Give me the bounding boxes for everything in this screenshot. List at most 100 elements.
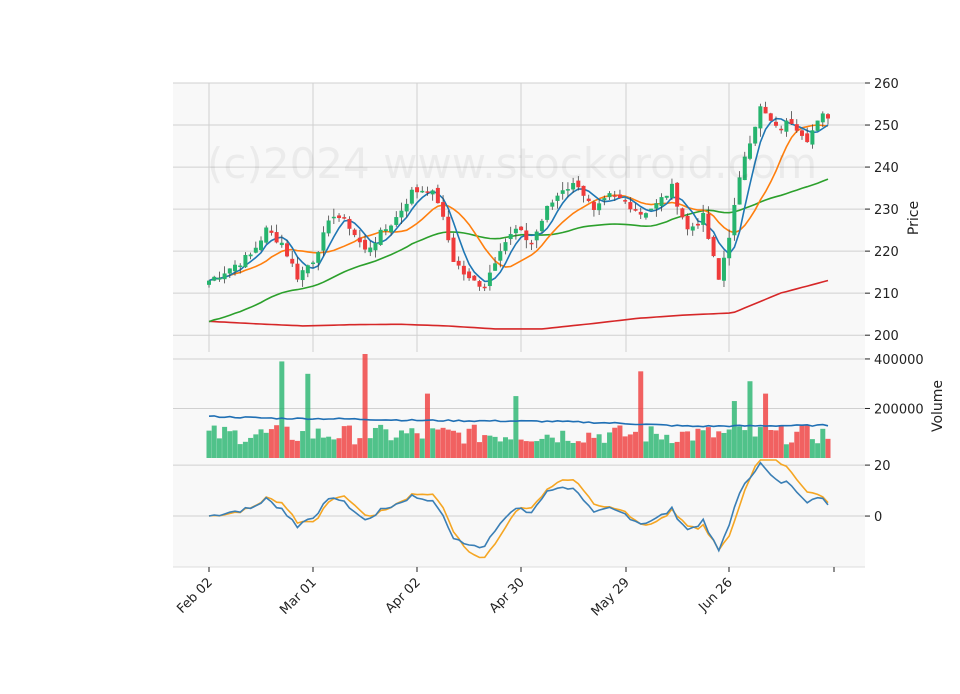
candle-body (638, 211, 643, 215)
candle-body (659, 197, 664, 207)
volume-bar (643, 441, 649, 458)
oscillator-line-b (208, 459, 829, 559)
volume-bar (263, 432, 269, 458)
candle-body (773, 121, 778, 126)
price-tick-label: 200 (874, 329, 899, 344)
volume-bar (466, 428, 472, 458)
volume-bar (476, 442, 482, 458)
volume-bar (482, 435, 488, 458)
candle-body (316, 252, 321, 263)
candle-body (519, 226, 524, 231)
volume-bar (248, 437, 254, 458)
candle-body (784, 120, 789, 132)
oscillator-panel: 0 20 (173, 459, 891, 567)
candle-body (534, 231, 539, 241)
candle-body (420, 190, 425, 193)
volume-bar (586, 432, 592, 458)
candle-body (721, 257, 726, 281)
candle-body (571, 183, 576, 190)
volume-bar (372, 427, 378, 458)
candle-body (794, 124, 799, 131)
candle-body (779, 128, 784, 131)
volume-bar (669, 443, 675, 458)
candle-body (737, 177, 742, 205)
candle-body (253, 247, 258, 253)
volume-bar (581, 442, 587, 458)
candle-body (274, 232, 279, 243)
price-tick-label: 260 (874, 77, 899, 92)
price-tick-label: 230 (874, 203, 899, 218)
volume-bar (773, 430, 779, 458)
candle-body (399, 210, 404, 218)
candle-body (321, 232, 326, 251)
candle-body (628, 202, 633, 210)
candle-body (675, 182, 680, 207)
volume-bar (570, 442, 576, 458)
candle-body (711, 236, 716, 257)
volume-bar (565, 440, 571, 458)
candle-body (545, 205, 550, 220)
volume-bar (690, 440, 696, 458)
volume-bar (508, 439, 514, 458)
candle-body (227, 268, 232, 274)
volume-bar (544, 434, 550, 458)
candle-body (498, 251, 503, 261)
candle-body (441, 202, 446, 217)
volume-bar (409, 428, 415, 458)
volume-bar (523, 441, 529, 458)
candle-body (404, 203, 409, 212)
candle-body (472, 275, 477, 281)
volume-bar (695, 428, 701, 458)
candle-body (264, 227, 269, 243)
volume-bar (778, 424, 784, 458)
volume-bar (440, 427, 446, 458)
candle-body (805, 133, 810, 143)
x-tick-label: Apr 30 (487, 575, 528, 616)
candle-body (217, 277, 222, 280)
volume-bar (539, 438, 545, 458)
volume-bar (242, 441, 248, 458)
candle-body (565, 189, 570, 191)
volume-bar (648, 426, 654, 458)
candle-body (389, 225, 394, 233)
volume-bar (352, 444, 358, 458)
volume-bar (456, 432, 462, 458)
candle-body (368, 247, 373, 253)
candle-body (248, 254, 253, 257)
oscillator-tick-label: 20 (874, 459, 891, 474)
x-tick-label: Jun 26 (696, 575, 736, 615)
sma-200-line (208, 279, 829, 330)
candle-body (602, 198, 607, 201)
candle-body (435, 187, 440, 204)
x-tick-label: Apr 02 (383, 575, 424, 616)
x-tick-label: Feb 02 (174, 575, 216, 617)
volume-bar (497, 441, 503, 458)
candle-body (326, 220, 331, 234)
volume-bar (419, 438, 425, 458)
volume-bar (534, 441, 540, 458)
candle-body (295, 263, 300, 280)
volume-bar (653, 433, 659, 458)
volume-bar (737, 426, 743, 458)
volume-bar (612, 427, 618, 458)
volume-bar (555, 442, 561, 458)
candle-body (690, 226, 695, 231)
candle-body (576, 180, 581, 188)
candle-body (378, 229, 383, 245)
candle-body (685, 215, 690, 230)
candle-body (243, 254, 248, 268)
candle-body (373, 242, 378, 251)
volume-bar (825, 438, 831, 458)
volume-bar (206, 430, 212, 458)
volume-bar (789, 442, 795, 458)
candle-body (695, 223, 700, 226)
oscillator-tick-label: 0 (874, 510, 882, 525)
x-tick-label: Mar 01 (277, 575, 320, 618)
volume-bar (799, 425, 805, 458)
candle-body (456, 260, 461, 266)
candle-body (716, 258, 721, 280)
candle-body (212, 276, 217, 281)
